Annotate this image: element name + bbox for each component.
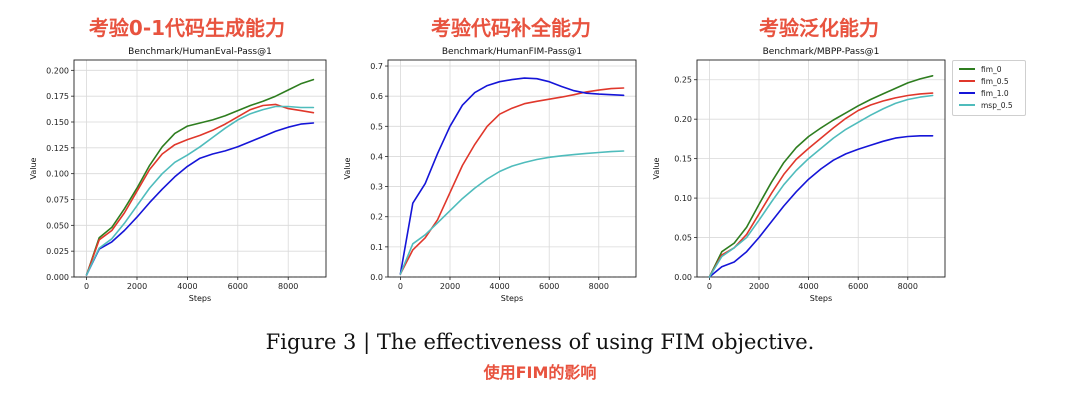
y-tick-label: 0.0 <box>370 273 383 282</box>
legend-item-msp-0-5: msp_0.5 <box>959 99 1013 111</box>
figure-caption: Figure 3 | The effectiveness of using FI… <box>265 330 815 354</box>
chart-panel-2: 0 2000 4000 6000 8000 0.0 0.1 0.2 0.3 0.4 0.5 0.6 0.… <box>343 47 637 303</box>
series-line-fim_0-5 <box>399 87 625 275</box>
chart-title: Benchmark/MBPP-Pass@1 <box>763 47 880 57</box>
y-tick-label: 0.100 <box>46 170 69 179</box>
y-tick-label: 0.3 <box>370 183 383 192</box>
x-tick-label: 8000 <box>278 282 298 291</box>
chart-cn-title-2: 考验代码补全能力 <box>431 16 591 40</box>
y-tick-label: 0.200 <box>46 66 69 75</box>
y-tick-label: 0.4 <box>370 152 383 161</box>
chart-panel-1: 0 2000 4000 6000 8000 0.000 0.025 0.050 0.075 0.1… <box>29 47 327 303</box>
x-tick-label: 2000 <box>440 282 460 291</box>
legend-label: msp_0.5 <box>981 100 1013 110</box>
y-tick-label: 0.10 <box>674 194 692 203</box>
legend-label: fim_1.0 <box>981 88 1009 98</box>
x-tick-label: 2000 <box>127 282 147 291</box>
legend-item-fim-1-0: fim_1.0 <box>959 87 1009 99</box>
chart-title: Benchmark/HumanFIM-Pass@1 <box>442 47 582 57</box>
y-tick-label: 0.025 <box>46 247 69 256</box>
y-axis-label: Value <box>652 157 661 179</box>
x-tick-label: 4000 <box>489 282 509 291</box>
x-tick-label: 6000 <box>228 282 248 291</box>
y-tick-label: 0.25 <box>674 76 692 85</box>
legend-label: fim_0 <box>981 64 1002 74</box>
y-tick-label: 0.7 <box>370 62 383 71</box>
legend-item-fim-0-5: fim_0.5 <box>959 75 1009 87</box>
legend-line-msp-0-5 <box>959 104 975 106</box>
y-tick-label: 0.2 <box>370 213 383 222</box>
y-tick-label: 0.125 <box>46 144 69 153</box>
legend-line-fim-1-0 <box>959 92 975 94</box>
x-tick-label: 2000 <box>749 282 769 291</box>
series-line-fim_1-0 <box>708 135 934 278</box>
series-line-fim_0-5 <box>708 92 934 278</box>
x-tick-label: 4000 <box>798 282 818 291</box>
y-tick-label: 0.15 <box>674 155 692 164</box>
y-tick-label: 0.150 <box>46 118 69 127</box>
y-tick-label: 0.5 <box>370 122 383 131</box>
y-tick-label: 0.1 <box>370 243 383 252</box>
y-tick-label: 0.000 <box>46 273 69 282</box>
series-line-msp_0-5 <box>399 150 625 275</box>
y-tick-label: 0.6 <box>370 92 383 101</box>
x-tick-label: 0 <box>84 282 89 291</box>
x-tick-label: 4000 <box>177 282 197 291</box>
y-tick-label: 0.050 <box>46 221 69 230</box>
series-line-fim_0-5 <box>85 103 315 276</box>
y-tick-label: 0.20 <box>674 115 692 124</box>
legend: fim_0 fim_0.5 fim_1.0 msp_0.5 <box>952 60 1026 116</box>
legend-line-fim-0 <box>959 68 975 70</box>
x-axis-label: Steps <box>810 294 832 303</box>
y-tick-label: 0.00 <box>674 273 692 282</box>
legend-item-fim-0: fim_0 <box>959 63 1002 75</box>
x-tick-label: 0 <box>398 282 403 291</box>
legend-label: fim_0.5 <box>981 76 1009 86</box>
x-tick-label: 8000 <box>898 282 918 291</box>
y-axis-label: Value <box>343 157 352 179</box>
chart-cn-title-1: 考验0-1代码生成能力 <box>88 16 286 40</box>
chart-cn-title-3: 考验泛化能力 <box>759 16 879 40</box>
legend-line-fim-0-5 <box>959 80 975 82</box>
x-axis-label: Steps <box>501 294 523 303</box>
x-tick-label: 0 <box>707 282 712 291</box>
x-tick-label: 6000 <box>539 282 559 291</box>
series-line-msp_0-5 <box>708 94 934 278</box>
series-line-fim_0 <box>85 78 315 276</box>
series-line-fim_1-0 <box>85 122 315 276</box>
figure-caption-cn: 使用FIM的影响 <box>483 363 597 382</box>
series-line-msp_0-5 <box>85 105 315 276</box>
plot-frame <box>73 59 327 278</box>
y-tick-label: 0.075 <box>46 196 69 205</box>
chart-panel-3: 0 2000 4000 6000 8000 0.00 0.05 0.10 0.15 0.20 0.2… <box>652 47 946 303</box>
plot-frame <box>696 59 946 278</box>
series-line-fim_0 <box>708 75 934 278</box>
y-tick-label: 0.05 <box>674 234 692 243</box>
y-axis-label: Value <box>29 157 38 179</box>
chart-title: Benchmark/HumanEval-Pass@1 <box>128 47 272 57</box>
y-tick-label: 0.175 <box>46 92 69 101</box>
series-line-fim_1-0 <box>399 77 625 275</box>
x-axis-label: Steps <box>189 294 211 303</box>
x-tick-label: 6000 <box>848 282 868 291</box>
x-tick-label: 8000 <box>589 282 609 291</box>
plot-frame <box>387 59 637 278</box>
